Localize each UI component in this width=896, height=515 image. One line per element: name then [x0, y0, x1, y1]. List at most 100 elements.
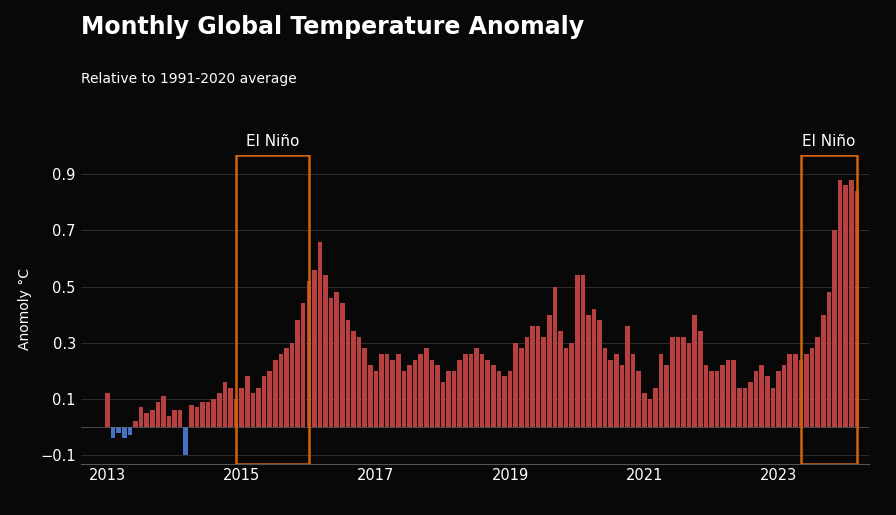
Bar [849, 180, 854, 427]
Bar [334, 292, 339, 427]
Bar [189, 404, 194, 427]
Bar [301, 303, 306, 427]
Text: Monthly Global Temperature Anomaly: Monthly Global Temperature Anomaly [81, 15, 584, 40]
Bar [681, 337, 685, 427]
Bar [150, 410, 154, 427]
Bar [178, 410, 183, 427]
Bar [156, 402, 160, 427]
Bar [144, 413, 149, 427]
Bar [362, 348, 367, 427]
Bar [737, 388, 742, 427]
Bar [289, 342, 294, 427]
Bar [407, 365, 412, 427]
Bar [513, 342, 518, 427]
Bar [748, 382, 753, 427]
Bar [670, 337, 675, 427]
Bar [122, 427, 126, 438]
Bar [636, 371, 641, 427]
Bar [273, 359, 278, 427]
Bar [843, 185, 848, 427]
Text: El Niño: El Niño [802, 134, 856, 149]
Bar [782, 365, 787, 427]
Bar [581, 276, 585, 427]
Bar [665, 365, 669, 427]
Bar [614, 354, 618, 427]
Bar [368, 365, 373, 427]
Bar [429, 359, 435, 427]
Bar [418, 354, 423, 427]
Bar [530, 326, 535, 427]
Bar [424, 348, 428, 427]
Bar [211, 399, 216, 427]
Bar [184, 427, 188, 455]
Y-axis label: Anomoly °C: Anomoly °C [18, 268, 32, 350]
Bar [541, 337, 546, 427]
Bar [194, 407, 199, 427]
Bar [391, 359, 395, 427]
Bar [262, 376, 266, 427]
Bar [486, 359, 490, 427]
Bar [625, 326, 630, 427]
Bar [591, 309, 596, 427]
Bar [139, 407, 143, 427]
Bar [452, 371, 456, 427]
Bar [134, 421, 138, 427]
Bar [496, 371, 501, 427]
Bar [586, 315, 590, 427]
Bar [631, 354, 635, 427]
Bar [771, 388, 775, 427]
Bar [715, 371, 719, 427]
Bar [648, 399, 652, 427]
Bar [760, 365, 764, 427]
Bar [346, 320, 350, 427]
Bar [245, 376, 250, 427]
Bar [284, 348, 289, 427]
Bar [446, 371, 451, 427]
Bar [206, 402, 211, 427]
Bar [676, 337, 680, 427]
Bar [608, 359, 613, 427]
Bar [318, 242, 323, 427]
Bar [536, 326, 540, 427]
Bar [720, 365, 725, 427]
Bar [161, 396, 166, 427]
Bar [743, 388, 747, 427]
Bar [200, 402, 205, 427]
Bar [805, 354, 809, 427]
Bar [659, 354, 663, 427]
Bar [458, 359, 462, 427]
Bar [798, 359, 803, 427]
Bar [480, 354, 485, 427]
Bar [810, 348, 814, 427]
Bar [838, 180, 842, 427]
Bar [754, 371, 758, 427]
Bar [474, 348, 478, 427]
Bar [351, 332, 356, 427]
Bar [776, 371, 780, 427]
Bar [116, 427, 121, 433]
Bar [698, 332, 702, 427]
Text: El Niño: El Niño [246, 134, 299, 149]
Bar [357, 337, 361, 427]
Bar [256, 388, 261, 427]
Bar [788, 354, 792, 427]
Bar [765, 376, 770, 427]
Bar [686, 342, 692, 427]
Bar [217, 393, 221, 427]
Bar [441, 382, 445, 427]
Bar [598, 320, 602, 427]
Bar [642, 393, 647, 427]
Bar [401, 371, 406, 427]
Bar [323, 276, 328, 427]
Bar [239, 388, 244, 427]
Bar [821, 315, 825, 427]
Bar [234, 399, 238, 427]
Bar [815, 337, 820, 427]
Bar [503, 376, 507, 427]
Bar [653, 388, 658, 427]
Bar [228, 388, 233, 427]
Bar [731, 359, 737, 427]
Bar [575, 276, 580, 427]
Bar [801, 154, 857, 464]
Bar [793, 354, 797, 427]
